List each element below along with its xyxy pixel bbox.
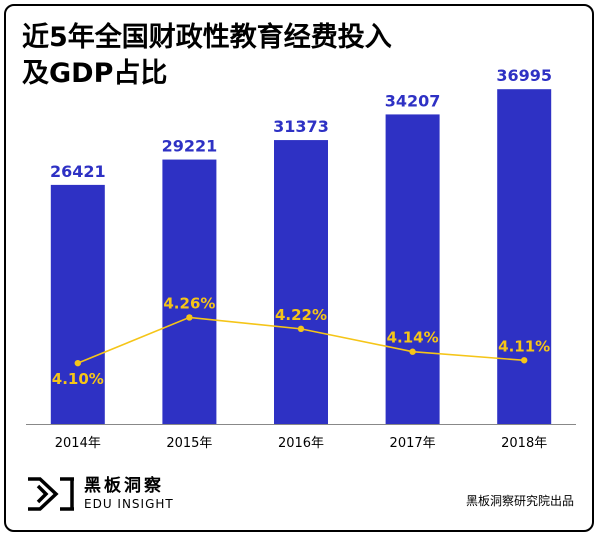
x-tick-label: 2017年: [390, 436, 436, 451]
gdp-share-label: 4.14%: [387, 329, 439, 347]
bar-value-label: 31373: [273, 117, 329, 136]
gdp-share-label: 4.10%: [52, 370, 104, 388]
edu-insight-logo-icon: [28, 477, 74, 511]
source-note: 黑板洞察研究院出品: [465, 494, 574, 508]
logo-chinese-name: 黑板洞察: [84, 476, 164, 496]
bar-2016年: [274, 140, 328, 425]
logo-english-name: EDU INSIGHT: [84, 497, 174, 511]
bar-2015年: [162, 159, 217, 424]
bar-2014年: [50, 184, 105, 424]
gdp-share-point: [297, 325, 305, 333]
gdp-share-point: [74, 359, 82, 367]
chart-card: 近5年全国财政性教育经费投入 及GDP占比 26421 29221 31373 342…: [4, 4, 594, 532]
brand-logo: 黑板洞察 EDU INSIGHT: [26, 476, 174, 512]
x-tick-label: 2018年: [501, 436, 547, 451]
bar-value-label: 36995: [496, 66, 552, 85]
gdp-share-label: 4.11%: [498, 337, 550, 355]
x-tick-label: 2015年: [166, 436, 212, 451]
bar-value-label: 26421: [50, 162, 106, 181]
bar-value-label: 29221: [162, 137, 218, 156]
x-tick-label: 2016年: [278, 436, 324, 451]
bar-2018年: [497, 89, 552, 424]
chart-plot: 26421 29221 31373 34207 36995 2014年 2015年 2016年…: [26, 66, 576, 451]
bar-value-label: 34207: [385, 91, 441, 110]
x-tick-label: 2014年: [55, 436, 101, 451]
gdp-share-point: [521, 357, 528, 364]
gdp-share-point: [409, 348, 416, 355]
bar-2017年: [385, 114, 440, 425]
gdp-share-label: 4.22%: [275, 306, 327, 324]
gdp-share-point: [186, 314, 193, 321]
chart-title: 近5年全国财政性教育经费投入 及GDP占比: [22, 22, 392, 89]
gdp-share-label: 4.26%: [163, 294, 215, 312]
